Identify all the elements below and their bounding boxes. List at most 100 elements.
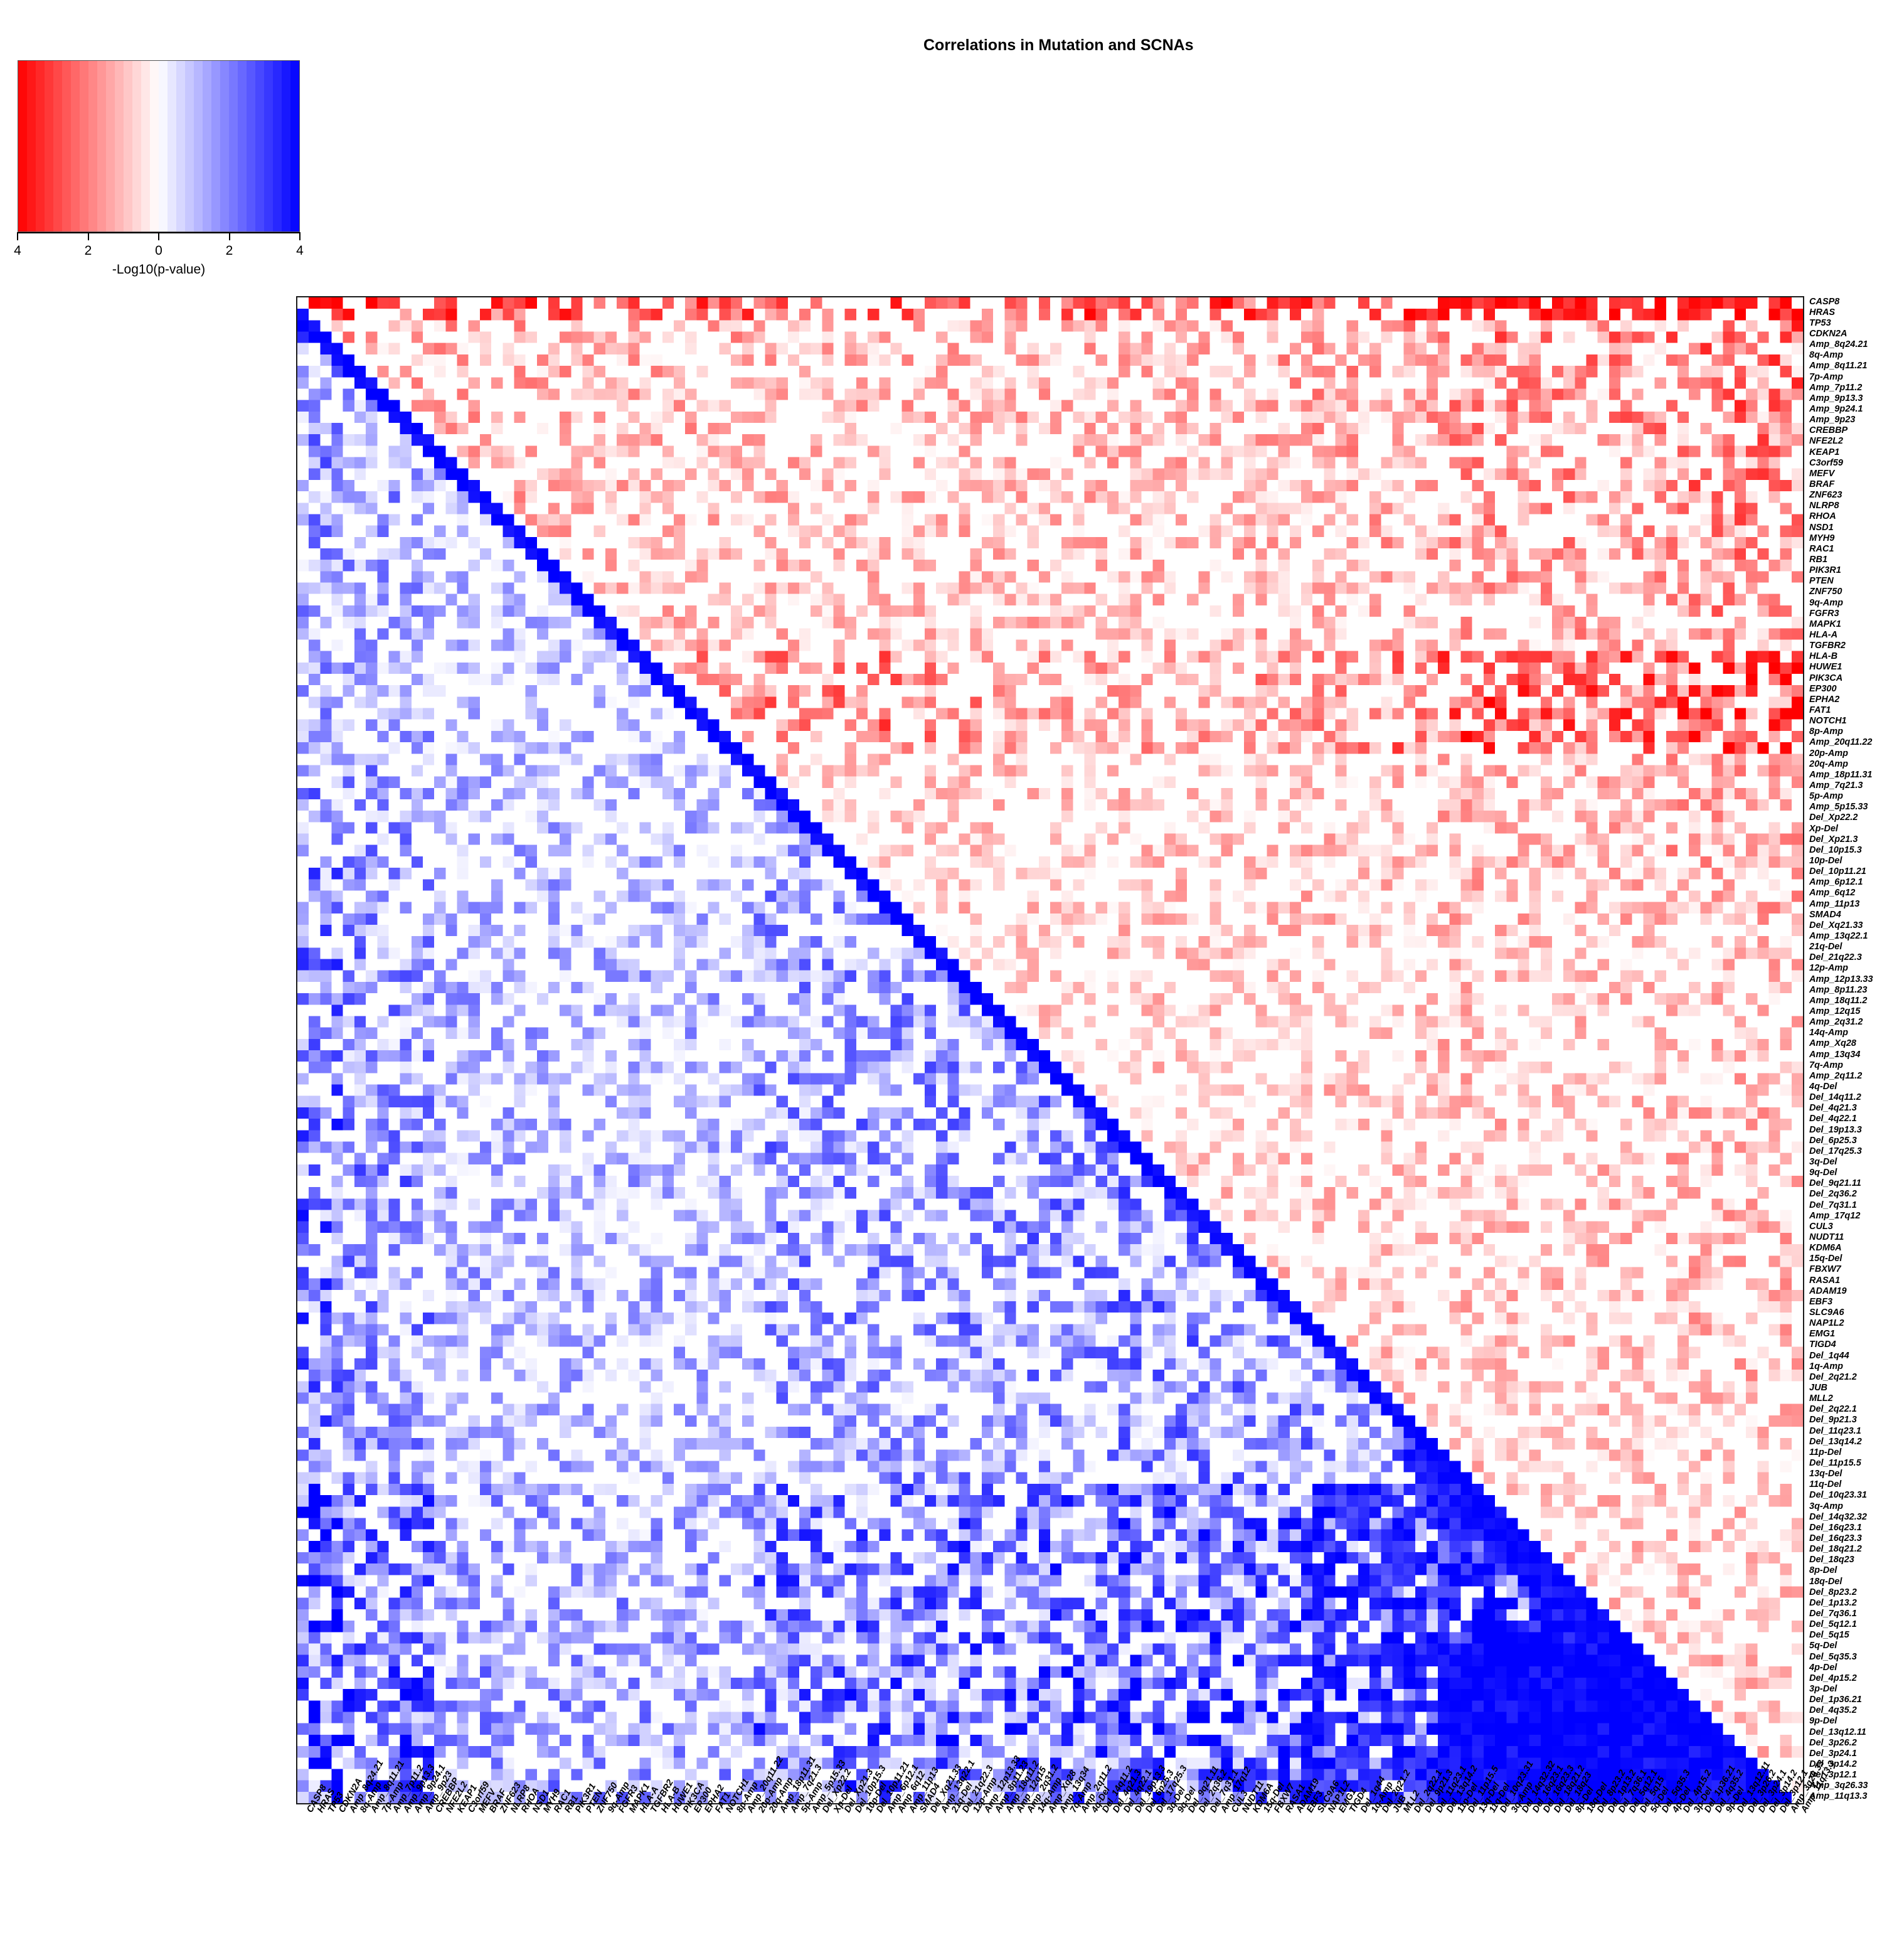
row-label: Del_14q32.32 <box>1809 1511 1867 1522</box>
row-label: Amp_12q15 <box>1809 1006 1861 1016</box>
row-label: 7p-Amp <box>1809 371 1843 382</box>
row-label: RASA1 <box>1809 1275 1841 1286</box>
row-label: Xp-Del <box>1809 823 1838 834</box>
row-label: 18q-Del <box>1809 1576 1842 1587</box>
row-label: JUB <box>1809 1383 1828 1393</box>
row-label: CUL3 <box>1809 1221 1833 1232</box>
colorbar-tick-label: 2 <box>225 243 233 258</box>
row-label: MEFV <box>1809 468 1835 479</box>
colorbar-step <box>88 61 97 232</box>
row-label: Amp_7q21.3 <box>1809 780 1863 791</box>
row-label: NFE2L2 <box>1809 436 1843 447</box>
row-label: Del_13q14.2 <box>1809 1436 1862 1447</box>
row-label: KDM6A <box>1809 1243 1842 1254</box>
heatmap-plot-area[interactable] <box>296 296 1804 1804</box>
row-label: 10p-Del <box>1809 856 1842 866</box>
row-label: 21q-Del <box>1809 942 1842 952</box>
colorbar-tick <box>17 232 18 240</box>
row-label: SLC9A6 <box>1809 1308 1844 1318</box>
row-label: Del_1p36.21 <box>1809 1695 1862 1705</box>
row-label: Del_18q21.2 <box>1809 1544 1862 1555</box>
heatmap-cell-grid[interactable] <box>297 297 1803 1803</box>
row-label: BRAF <box>1809 479 1835 489</box>
row-label: Amp_9p24.1 <box>1809 404 1863 414</box>
row-label: NUDT11 <box>1809 1232 1844 1242</box>
row-label: Del_3p26.2 <box>1809 1737 1857 1748</box>
row-label: 1q-Amp <box>1809 1361 1843 1371</box>
row-label: Del_19p13.3 <box>1809 1124 1862 1135</box>
row-label: TGFBR2 <box>1809 641 1846 651</box>
colorbar-tick <box>299 232 300 240</box>
row-label: 12p-Amp <box>1809 963 1849 974</box>
row-label: Del_14q11.2 <box>1809 1092 1861 1103</box>
row-label: Del_Xq21.33 <box>1809 920 1863 930</box>
row-label: 20q-Amp <box>1809 759 1849 769</box>
colorbar-step <box>71 61 80 232</box>
row-label: 3q-Del <box>1809 1157 1837 1167</box>
row-label: 9q-Del <box>1809 1168 1837 1178</box>
row-label: HLA-A <box>1809 630 1838 640</box>
row-label: PTEN <box>1809 576 1834 587</box>
row-label: Del_13q12.11 <box>1809 1727 1866 1737</box>
row-label: Amp_2q31.2 <box>1809 1017 1863 1028</box>
row-label: PIK3CA <box>1809 673 1843 683</box>
colorbar-step <box>159 61 167 232</box>
row-label: C3orf59 <box>1809 457 1843 468</box>
colorbar-step <box>141 61 150 232</box>
row-label: Amp_13q34 <box>1809 1049 1861 1060</box>
colorbar-step <box>238 61 247 232</box>
row-label: NOTCH1 <box>1809 716 1847 727</box>
row-label: Del_10p11.21 <box>1809 866 1866 877</box>
row-label: Del_9q21.11 <box>1809 1178 1861 1189</box>
row-label: Amp_6q12 <box>1809 888 1856 898</box>
row-label: HRAS <box>1809 307 1836 317</box>
row-label: Amp_Xq28 <box>1809 1038 1856 1049</box>
colorbar-tick-label: 4 <box>296 243 304 258</box>
row-label: HUWE1 <box>1809 662 1842 673</box>
row-label: PIK3R1 <box>1809 565 1841 576</box>
colorbar-step <box>194 61 203 232</box>
row-label: TP53 <box>1809 317 1831 328</box>
row-label: SMAD4 <box>1809 909 1841 920</box>
row-label: Del_4p15.2 <box>1809 1673 1857 1683</box>
row-label: EMG1 <box>1809 1329 1836 1340</box>
row-label: Del_Xp22.2 <box>1809 812 1858 823</box>
colorbar-step <box>97 61 106 232</box>
row-label: CDKN2A <box>1809 329 1847 339</box>
row-label: 9q-Amp <box>1809 597 1843 608</box>
row-label: Del_3p14.2 <box>1809 1759 1857 1769</box>
row-label: Del_2q36.2 <box>1809 1189 1857 1200</box>
row-label: 20p-Amp <box>1809 748 1849 759</box>
colorbar-step <box>176 61 185 232</box>
row-label: EPHA2 <box>1809 694 1840 705</box>
row-label: Amp_3q26.33 <box>1809 1781 1868 1791</box>
colorbar-step <box>27 61 36 232</box>
row-label: Del_10p15.3 <box>1809 844 1862 855</box>
row-label: ADAM19 <box>1809 1286 1847 1296</box>
colorbar-step <box>264 61 273 232</box>
row-label: 9p-Del <box>1809 1716 1837 1727</box>
row-label: Amp_8p11.23 <box>1809 984 1868 995</box>
row-label: Amp_11p13 <box>1809 898 1860 909</box>
row-label: CASP8 <box>1809 296 1840 307</box>
row-label: Del_7q31.1 <box>1809 1200 1857 1210</box>
row-label: MAPK1 <box>1809 619 1841 629</box>
row-label: Del_4q35.2 <box>1809 1705 1857 1716</box>
row-label: Amp_2q11.2 <box>1809 1070 1863 1081</box>
heatmap-canvas[interactable] <box>297 297 1803 1803</box>
row-label: 15q-Del <box>1809 1254 1842 1264</box>
row-label: Amp_5p15.33 <box>1809 802 1868 812</box>
row-label: RAC1 <box>1809 543 1834 554</box>
colorbar-step <box>18 61 27 232</box>
row-label: Amp_9p23 <box>1809 415 1856 425</box>
row-label: KEAP1 <box>1809 447 1840 457</box>
colorbar-step <box>229 61 238 232</box>
colorbar-tick <box>158 232 159 240</box>
row-label: FGFR3 <box>1809 608 1839 619</box>
colorbar-axis-label: -Log10(p-value) <box>112 262 206 277</box>
row-label: EP300 <box>1809 683 1837 694</box>
row-label: Del_11q23.1 <box>1809 1425 1861 1436</box>
row-label: ZNF623 <box>1809 490 1842 501</box>
row-label: NLRP8 <box>1809 501 1839 511</box>
row-label: NSD1 <box>1809 522 1834 533</box>
